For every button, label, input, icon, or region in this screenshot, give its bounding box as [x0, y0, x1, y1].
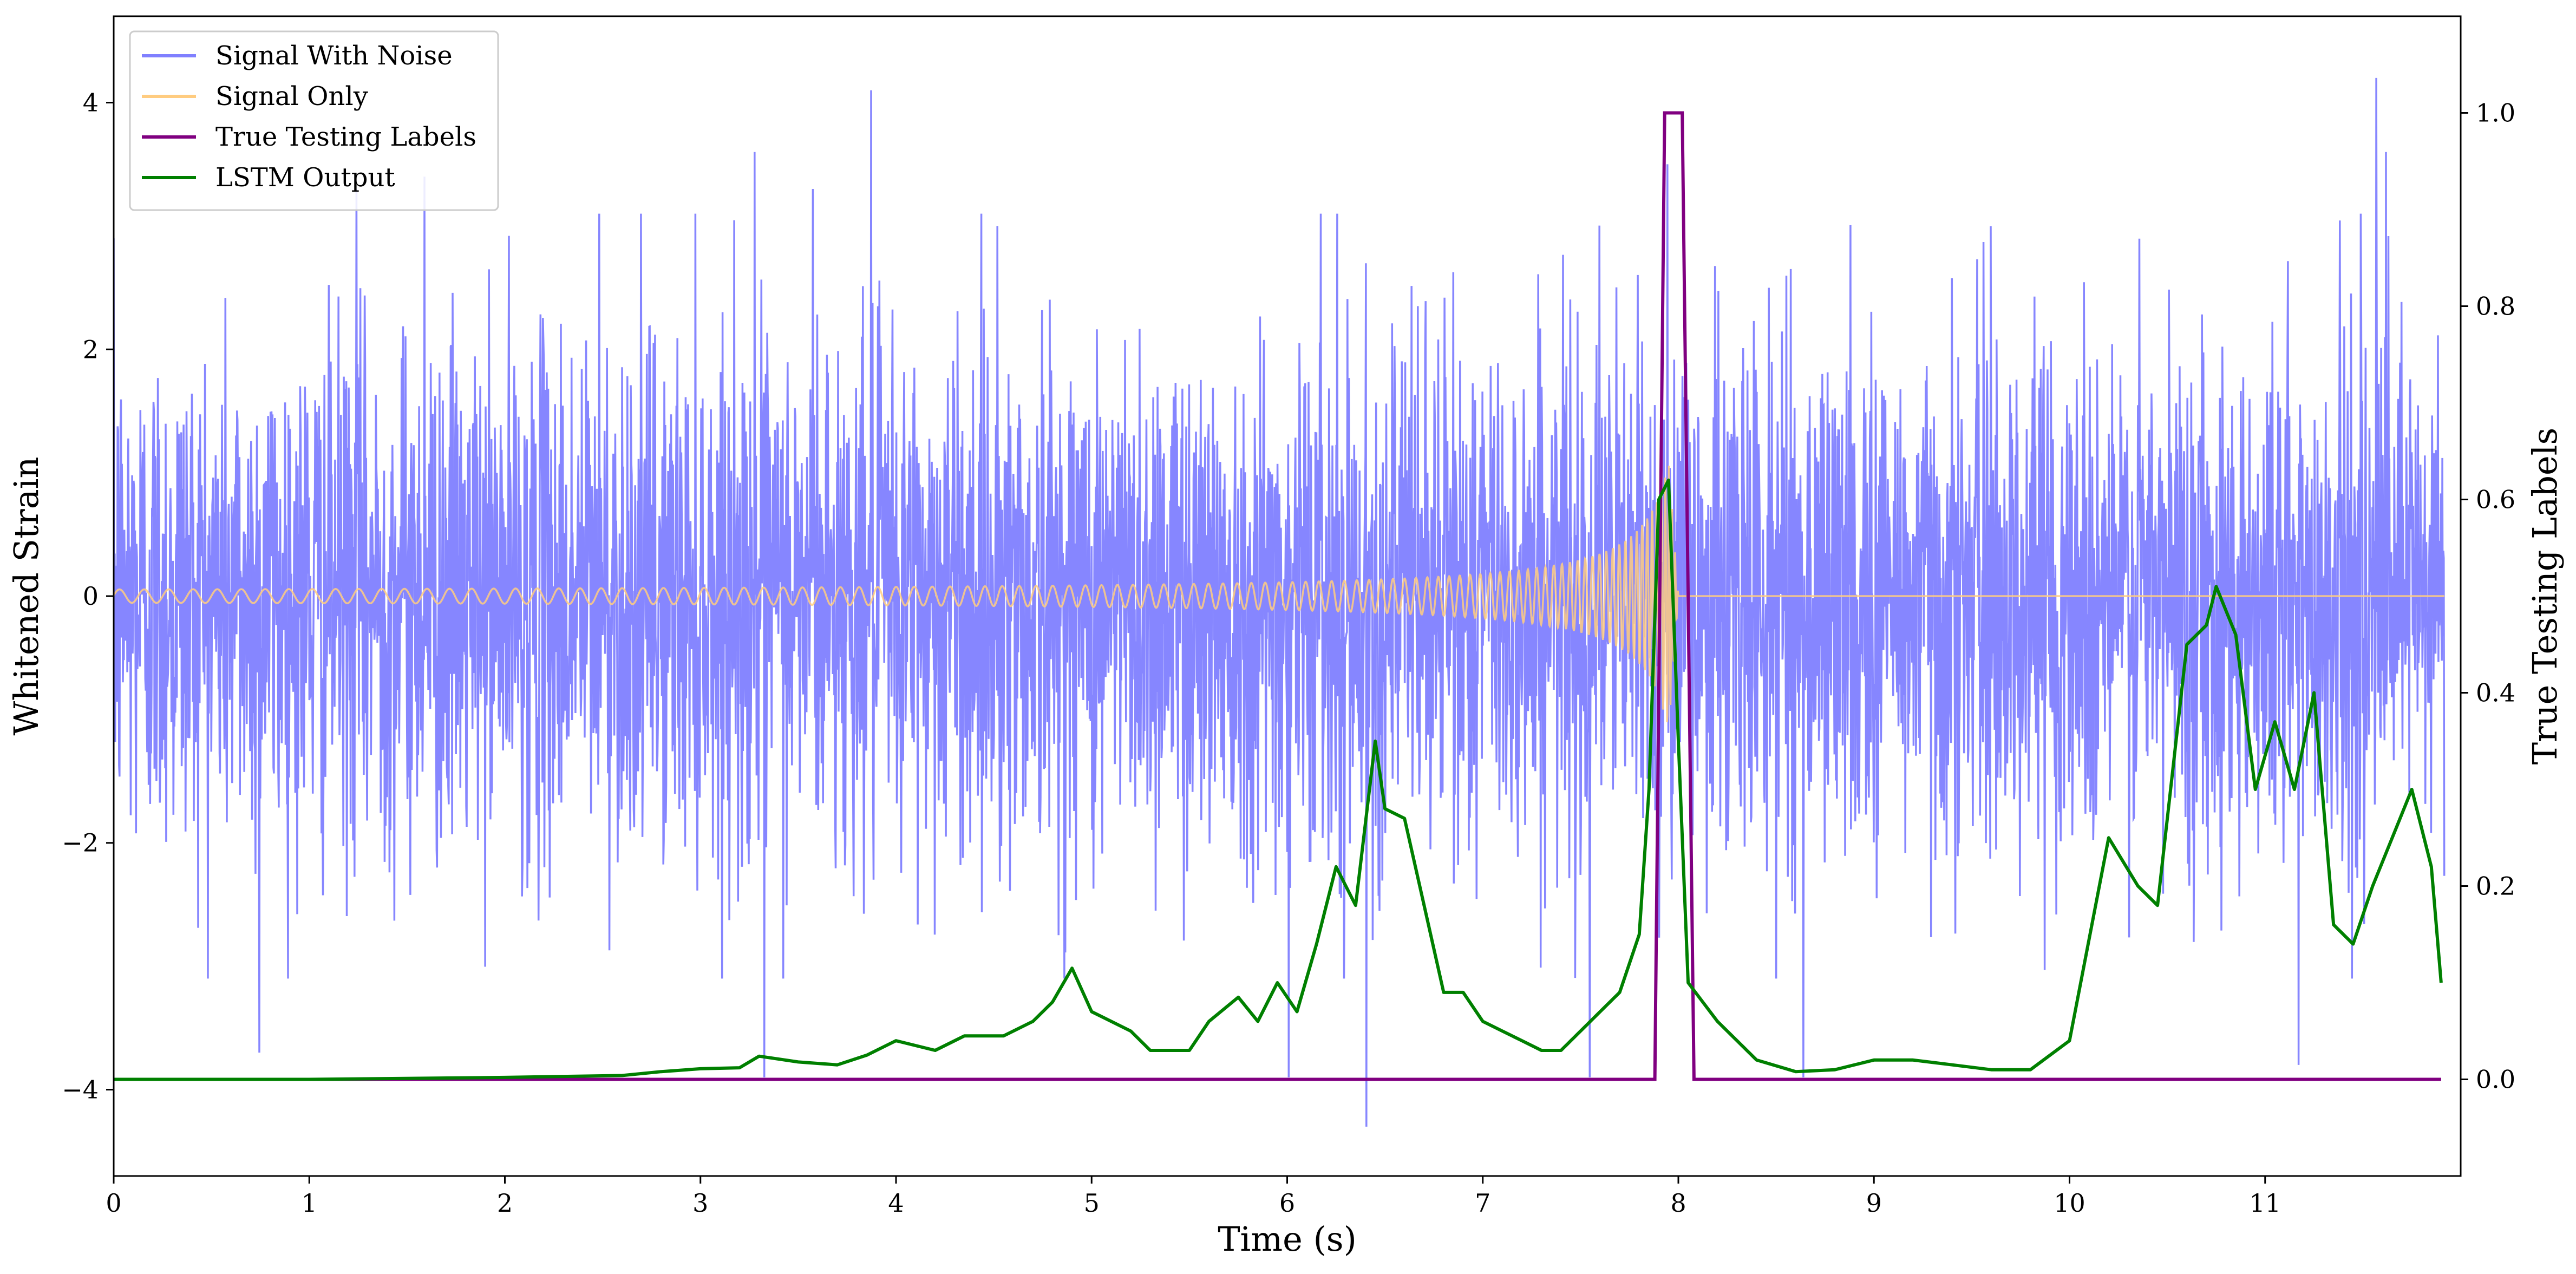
- legend-label: Signal Only: [215, 81, 368, 112]
- y-tick-label: 4: [83, 88, 99, 117]
- signal-line: [114, 466, 2444, 723]
- y-axis-right: 0.0 0.2 0.4 0.6 0.8 1.0: [2461, 99, 2515, 1094]
- noise-line: [114, 77, 2446, 1127]
- y-tick-label: −4: [62, 1075, 99, 1104]
- lstm-output-series: [114, 478, 2443, 1081]
- y2-tick-label: 0.8: [2476, 292, 2515, 321]
- y-tick-label: 2: [83, 335, 99, 364]
- legend-box: [129, 30, 499, 211]
- legend-label: Signal With Noise: [215, 41, 453, 71]
- x-axis-title: Time (s): [1218, 1219, 1357, 1259]
- x-axis: 0 1 2 3 4 5 6 7 8 9 10 11: [106, 1176, 2281, 1218]
- y-axis-title: Whitened Strain: [6, 457, 46, 736]
- y2-tick-label: 0.6: [2476, 485, 2515, 514]
- x-tick-label: 7: [1475, 1188, 1490, 1218]
- legend-label: LSTM Output: [215, 162, 395, 193]
- x-tick-label: 1: [302, 1188, 317, 1218]
- y-axis-left: −4 −2 0 2 4: [62, 88, 114, 1104]
- legend: Signal With Noise Signal Only True Testing…: [129, 30, 499, 211]
- y2-tick-label: 0.2: [2476, 872, 2515, 901]
- x-tick-label: 2: [497, 1188, 513, 1218]
- y2-tick-label: 0.4: [2476, 678, 2515, 708]
- x-tick-label: 5: [1084, 1188, 1100, 1218]
- signal-only-series: [114, 466, 2444, 723]
- x-tick-label: 6: [1279, 1188, 1295, 1218]
- x-tick-label: 9: [1866, 1188, 1882, 1218]
- y2-tick-label: 1.0: [2476, 99, 2515, 128]
- x-tick-label: 11: [2249, 1188, 2281, 1218]
- x-tick-label: 4: [888, 1188, 904, 1218]
- y-tick-label: 0: [83, 582, 99, 611]
- x-tick-label: 10: [2054, 1188, 2085, 1218]
- lstm-line: [114, 478, 2443, 1081]
- labels-line: [114, 111, 2441, 1081]
- true-testing-labels-series: [114, 111, 2441, 1081]
- x-tick-label: 0: [106, 1188, 121, 1218]
- legend-label: True Testing Labels: [215, 122, 476, 152]
- y2-tick-label: 0.0: [2476, 1065, 2515, 1094]
- y-tick-label: −2: [62, 828, 99, 858]
- x-tick-label: 3: [692, 1188, 708, 1218]
- x-tick-label: 8: [1670, 1188, 1686, 1218]
- y2-axis-title: True Testing Labels: [2525, 428, 2565, 765]
- signal-with-noise-series: [114, 77, 2446, 1127]
